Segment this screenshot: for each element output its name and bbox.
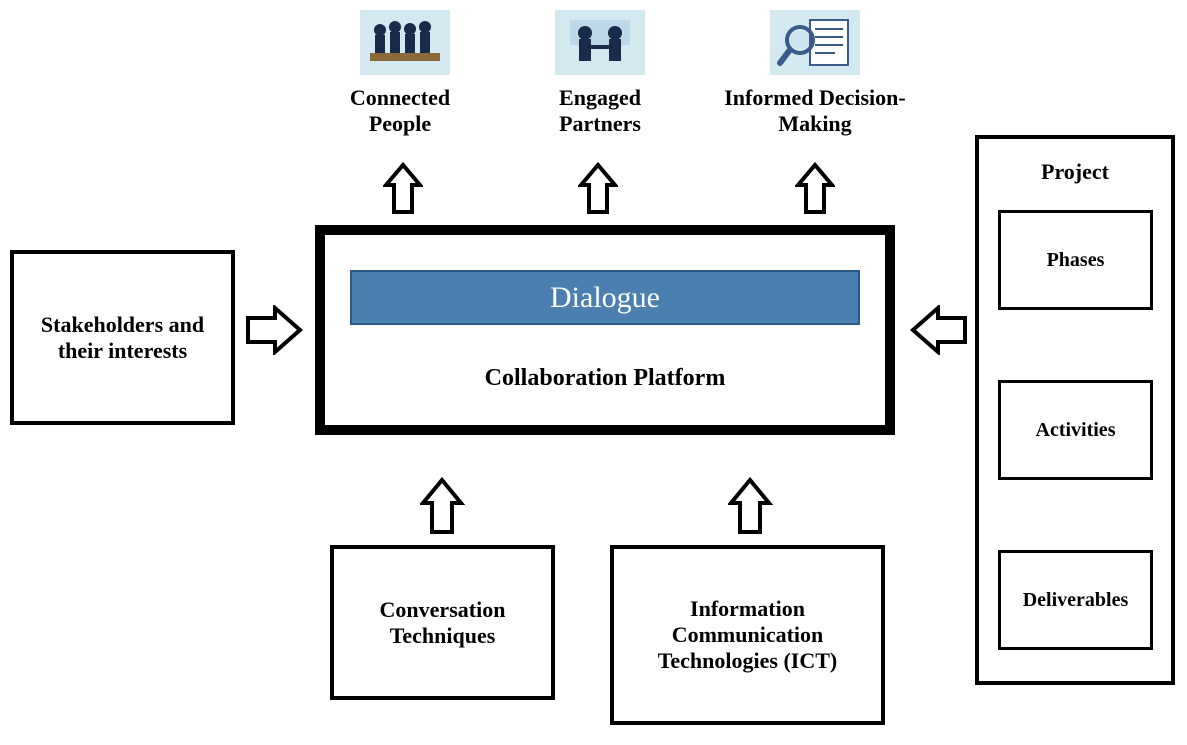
arrow-up-from-ict [728,475,773,540]
arrow-left-from-project [908,305,968,360]
project-item-phases: Phases [998,210,1153,310]
stakeholders-box: Stakeholders and their interests [10,250,235,425]
collaboration-platform-label: Collaboration Platform [315,365,895,392]
people-group-icon [360,10,450,75]
stakeholders-label: Stakeholders and their interests [24,312,221,364]
project-item-activities: Activities [998,380,1153,480]
dialogue-box: Dialogue [350,270,860,325]
collaboration-platform-box [315,225,895,435]
conversation-techniques-label: Conversation Techniques [344,597,541,649]
connected-people-label: Connected People [320,85,480,137]
dialogue-label: Dialogue [550,281,660,315]
project-item-deliverables: Deliverables [998,550,1153,650]
project-item-label: Phases [1047,249,1105,272]
project-title: Project [1041,159,1109,185]
informed-decision-label: Informed Decision-Making [710,85,920,137]
arrow-up-to-engaged [578,160,618,220]
arrow-right-from-stakeholders [245,305,305,360]
arrow-up-to-connected [383,160,423,220]
arrow-up-from-conversation [420,475,465,540]
ict-box: Information Communication Technologies (… [610,545,885,725]
engaged-partners-label: Engaged Partners [530,85,670,137]
ict-label: Information Communication Technologies (… [624,596,871,674]
project-item-label: Activities [1036,419,1116,442]
conversation-techniques-box: Conversation Techniques [330,545,555,700]
handshake-icon [555,10,645,75]
arrow-up-to-informed [795,160,835,220]
project-item-label: Deliverables [1023,589,1129,612]
magnify-document-icon [770,10,860,75]
